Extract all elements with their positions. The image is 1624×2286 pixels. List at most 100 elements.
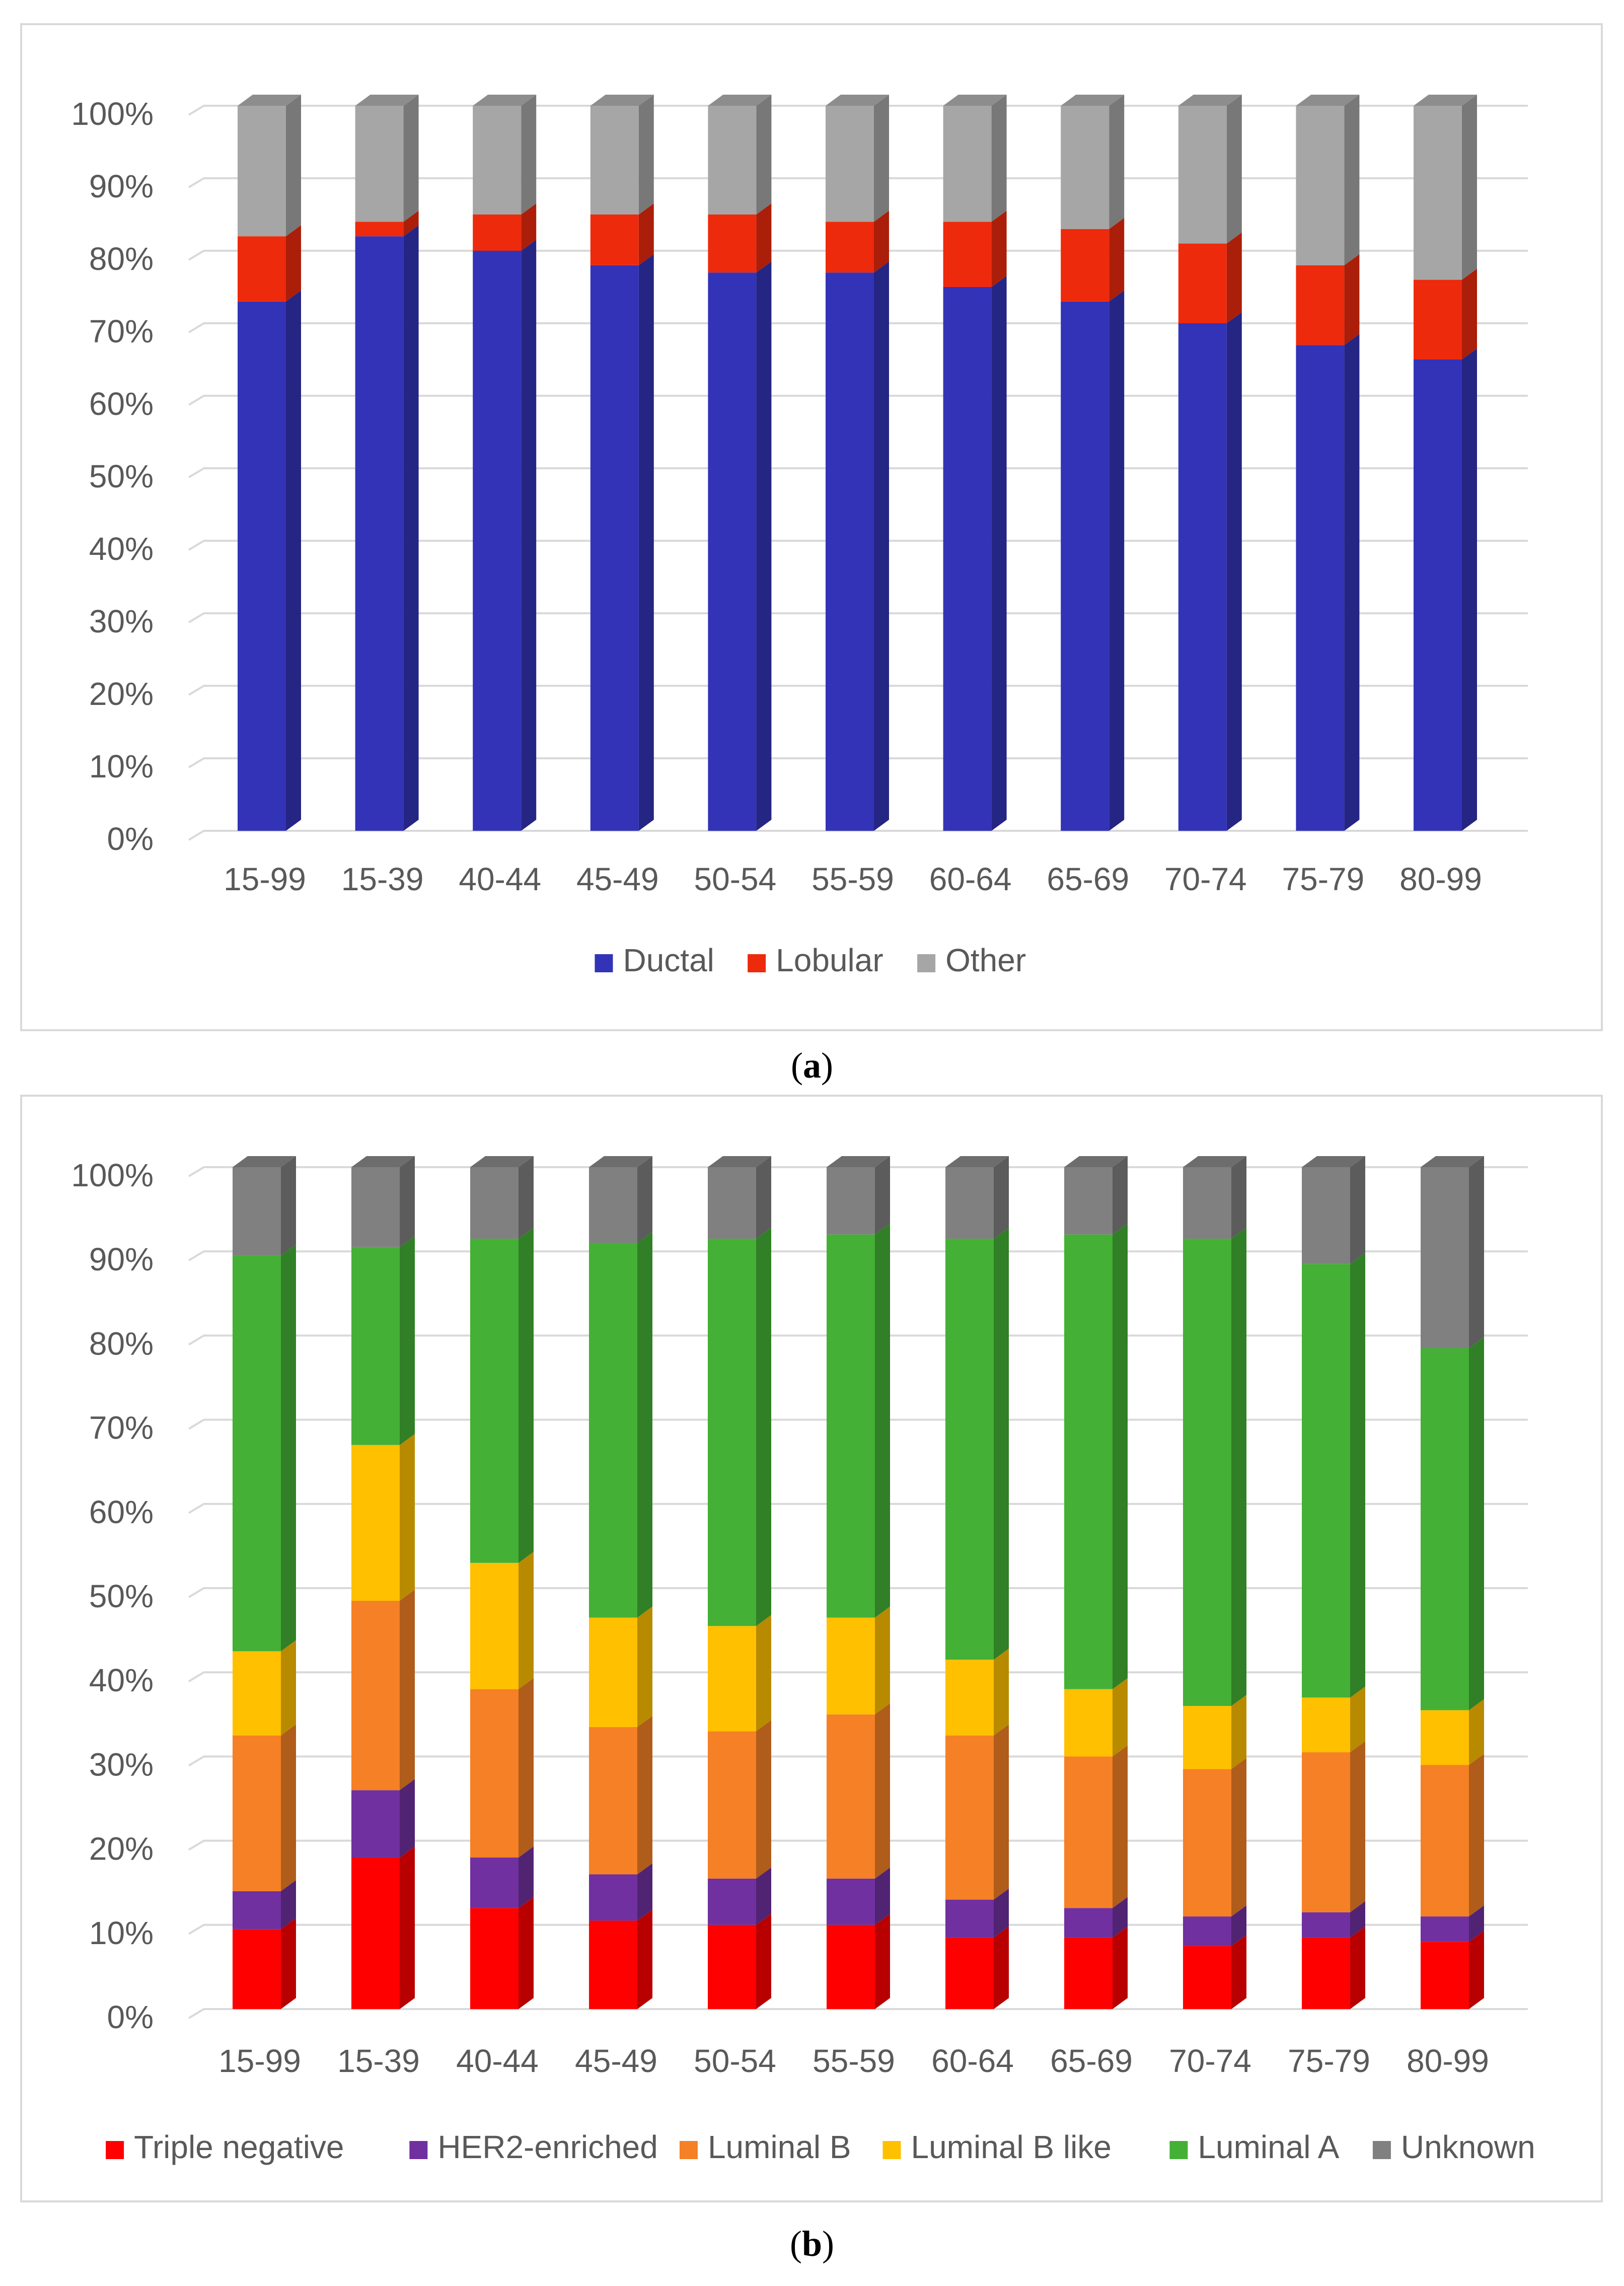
bar-segment-luminal-a (351, 1236, 415, 1445)
chart-a-x-axis: 15-99 15-39 40-44 45-49 50-54 55-59 60-64 65-69… (224, 861, 1482, 897)
bar-segment-unknown (1183, 1156, 1246, 1239)
legend-swatch (917, 954, 936, 972)
bar-side-face (756, 1867, 771, 1925)
bar-segment-her2-enriched (589, 1863, 652, 1921)
x-tick-label: 40-44 (456, 2043, 539, 2079)
bar-segment-other (1414, 95, 1477, 280)
legend-label: Unknown (1401, 2129, 1535, 2165)
bar-segment-luminal-a (708, 1228, 771, 1626)
bar-side-face (519, 1156, 534, 1239)
bar-side-face (874, 210, 889, 273)
bar-front-face (1421, 1710, 1469, 1765)
bar-front-face (233, 1651, 281, 1736)
y-tick-label: 10% (89, 748, 154, 784)
y-tick-label: 80% (89, 1325, 154, 1362)
bar-side-face (1231, 1156, 1246, 1239)
bar-top-face (1183, 1156, 1246, 1167)
bar-top-face (470, 1156, 534, 1167)
bar-side-face (521, 240, 537, 831)
legend-item-lobular: Lobular (748, 942, 883, 978)
bar-segment-unknown (470, 1156, 534, 1239)
bar-segment-her2-enriched (1302, 1901, 1365, 1938)
legend-label: HER2-enriched (437, 2129, 658, 2165)
legend-label: Luminal A (1198, 2129, 1339, 2165)
bar-front-face (473, 251, 522, 831)
bar-segment-luminal-b-like (233, 1640, 296, 1736)
bar-segment-luminal-a (1421, 1337, 1484, 1710)
bar-front-face (708, 1167, 756, 1239)
bar-front-face (351, 1601, 400, 1791)
bar-front-face (943, 222, 992, 287)
bar-segment-triple-negative (1183, 1935, 1246, 2009)
bar-side-face (1462, 348, 1477, 831)
bar-segment-luminal-b-like (351, 1434, 415, 1601)
chart-a-legend: Ductal Lobular Other (595, 942, 1026, 978)
bar-top-face (589, 1156, 652, 1167)
bar-side-face (403, 225, 419, 831)
x-tick-label: 15-99 (218, 2043, 301, 2079)
bar-front-face (1064, 1167, 1113, 1235)
bar-side-face (286, 95, 301, 237)
bar-front-face (827, 1234, 875, 1618)
bar-segment-luminal-b (1421, 1754, 1484, 1917)
bar-segment-luminal-a (233, 1244, 296, 1652)
bar-group-15-99 (233, 1156, 296, 2009)
bar-front-face (708, 272, 757, 831)
bar-side-face (281, 1918, 296, 2009)
bar-side-face (1350, 1686, 1365, 1753)
bar-side-face (519, 1846, 534, 1908)
bar-front-face (1183, 1946, 1231, 2009)
bar-side-face (1113, 1156, 1128, 1235)
bar-segment-triple-negative (1302, 1926, 1365, 2009)
bar-segment-lobular (238, 225, 301, 302)
bar-front-face (943, 106, 992, 222)
bar-segment-luminal-b-like (827, 1606, 890, 1715)
bar-front-face (827, 1878, 875, 1925)
bar-side-face (1469, 1905, 1484, 1942)
bar-side-face (994, 1156, 1009, 1239)
bar-segment-unknown (1064, 1156, 1128, 1235)
bar-side-face (400, 1156, 415, 1247)
legend-item-luminal-b: Luminal B (679, 2129, 851, 2165)
bar-side-face (1231, 1905, 1246, 1946)
bar-front-face (826, 222, 874, 273)
legend-item-unknown: Unknown (1372, 2129, 1535, 2165)
bar-side-face (756, 203, 772, 273)
legend-swatch (679, 2141, 698, 2159)
bar-group-40-44 (470, 1156, 534, 2009)
bar-segment-triple-negative (351, 1846, 415, 2009)
bar-side-face (1226, 232, 1242, 323)
bar-side-face (756, 1720, 771, 1879)
bar-group-80-99 (1414, 95, 1477, 831)
legend-swatch (409, 2141, 428, 2159)
bar-segment-other (238, 95, 301, 237)
bar-segment-unknown (233, 1156, 296, 1256)
bar-side-face (994, 1228, 1009, 1660)
bar-front-face (827, 1617, 875, 1715)
bar-front-face (470, 1858, 519, 1908)
bar-side-face (756, 1228, 771, 1626)
x-tick-label: 40-44 (459, 861, 541, 897)
bar-side-face (281, 1880, 296, 1930)
bar-side-face (994, 1649, 1009, 1736)
bar-group-50-54 (708, 1156, 771, 2009)
legend-item-luminal-b-like: Luminal B like (882, 2129, 1112, 2165)
bar-front-face (1421, 1348, 1469, 1710)
bar-front-face (589, 1243, 637, 1618)
bar-segment-luminal-a (945, 1228, 1009, 1660)
bar-side-face (400, 1236, 415, 1445)
bar-segment-unknown (1421, 1156, 1484, 1348)
chart-b-x-axis: 15-99 15-39 40-44 45-49 50-54 55-59 60-64 65-69… (218, 2043, 1489, 2079)
bar-side-face (1350, 1926, 1365, 2009)
bar-segment-ductal (1296, 334, 1360, 831)
bar-segment-lobular (708, 203, 772, 273)
x-tick-label: 60-64 (931, 2043, 1014, 2079)
bar-segment-other (355, 95, 419, 222)
bar-side-face (638, 203, 654, 265)
y-tick-label: 70% (89, 1410, 154, 1446)
bar-front-face (1178, 323, 1227, 831)
bar-side-face (400, 1590, 415, 1791)
bar-segment-lobular (1178, 232, 1242, 323)
bar-front-face (826, 272, 874, 831)
caption-paren: ) (821, 1045, 833, 1086)
